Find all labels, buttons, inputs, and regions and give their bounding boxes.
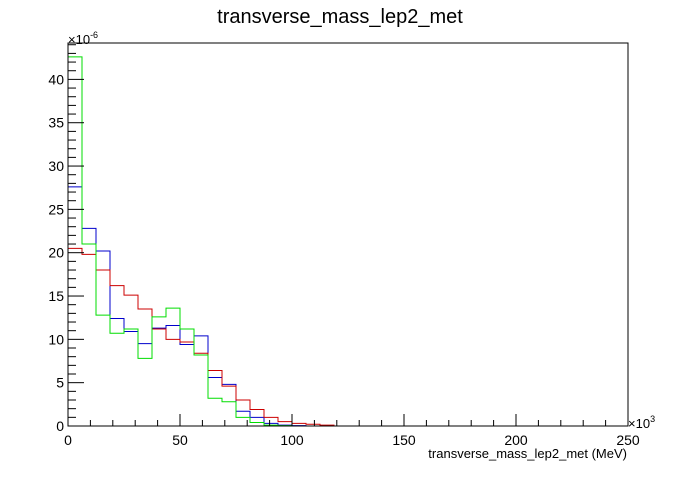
x-multiplier-base: ×10 [628, 416, 650, 431]
y-multiplier: ×10-6 [68, 30, 98, 47]
x-multiplier-exponent: 3 [650, 414, 655, 424]
x-tick-label: 150 [392, 432, 416, 448]
x-tick-label: 250 [616, 432, 640, 448]
y-tick-label: 25 [48, 201, 64, 217]
y-tick-label: 40 [48, 71, 64, 87]
x-axis-title: transverse_mass_lep2_met (MeV) [428, 446, 627, 461]
histogram-series-3 [67, 56, 348, 427]
y-tick-label: 10 [48, 331, 64, 347]
x-axis: 0 50 100 150 200 250 [64, 414, 640, 448]
y-tick-label: 15 [48, 288, 64, 304]
y-multiplier-base: ×10 [68, 32, 90, 47]
y-axis: 0 5 10 15 20 25 30 35 40 [48, 44, 84, 434]
series-layer [67, 56, 348, 427]
x-tick-label: 0 [64, 432, 72, 448]
histogram-series-2 [67, 247, 348, 427]
plot-frame [67, 42, 629, 427]
y-tick-label: 20 [48, 245, 64, 261]
y-tick-label: 0 [56, 418, 64, 434]
y-multiplier-exponent: -6 [90, 30, 98, 40]
y-tick-label: 5 [56, 375, 64, 391]
x-multiplier: ×103 [628, 414, 655, 431]
y-tick-label: 35 [48, 115, 64, 131]
x-tick-label: 100 [280, 432, 304, 448]
y-tick-label: 30 [48, 158, 64, 174]
x-tick-label: 200 [504, 432, 528, 448]
x-tick-label: 50 [172, 432, 188, 448]
chart-title: transverse_mass_lep2_met [217, 6, 463, 28]
